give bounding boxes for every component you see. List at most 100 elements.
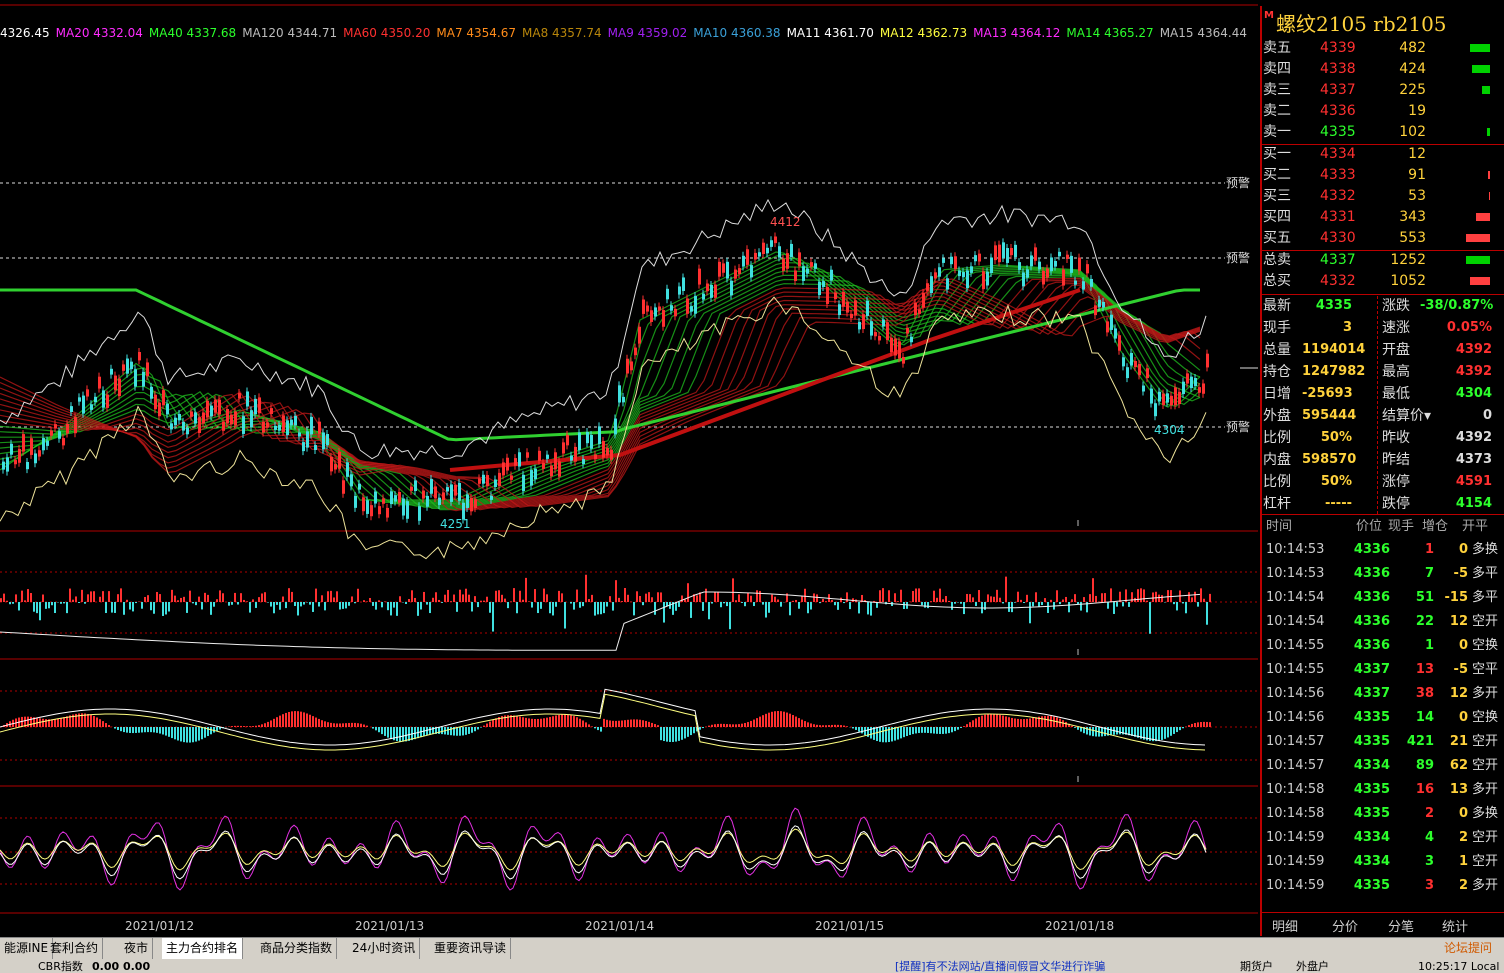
candle-body bbox=[706, 283, 709, 292]
bottom-tab-3[interactable]: 主力合约排名 bbox=[162, 938, 244, 959]
total-depth-bar bbox=[1470, 277, 1490, 285]
tick-row[interactable]: 10:14:54 4336 51 -15 多平 bbox=[1262, 586, 1504, 610]
volume-bar bbox=[414, 597, 416, 602]
candle-body bbox=[834, 292, 837, 300]
tick-row[interactable]: 10:14:57 4335 421 21 空开 bbox=[1262, 730, 1504, 754]
bid-row-3[interactable]: 买四 4331 343 bbox=[1262, 207, 1504, 228]
forum-link[interactable]: 论坛提问 bbox=[1443, 941, 1492, 955]
ma-ribbon-line bbox=[0, 273, 1201, 508]
bottom-tab-2[interactable]: 夜市 bbox=[120, 938, 154, 959]
futures-account-button[interactable]: 期货户 bbox=[1240, 960, 1273, 973]
volume-bar bbox=[618, 597, 620, 602]
volume-bar bbox=[1110, 588, 1112, 602]
macd-bar bbox=[1104, 727, 1106, 737]
macd-bar bbox=[1197, 722, 1199, 727]
ask-row-4[interactable]: 卖一 4335 102 bbox=[1262, 122, 1504, 143]
tick-row[interactable]: 10:14:55 4337 13 -5 空平 bbox=[1262, 658, 1504, 682]
tick-row[interactable]: 10:14:59 4334 3 1 空开 bbox=[1262, 850, 1504, 874]
candle-body bbox=[910, 336, 913, 343]
volume-bar bbox=[315, 588, 317, 602]
instrument-name[interactable]: 螺纹2105 rb2105 bbox=[1276, 12, 1447, 36]
ask-row-3[interactable]: 卖二 4336 19 bbox=[1262, 101, 1504, 122]
ma-ribbon-line bbox=[0, 270, 1201, 507]
volume-bar bbox=[159, 594, 161, 602]
tick-kind: 多开 bbox=[1472, 878, 1499, 893]
bid-row-4[interactable]: 买五 4330 553 bbox=[1262, 228, 1504, 249]
volume-bar bbox=[927, 602, 929, 609]
macd-bar bbox=[69, 715, 71, 727]
macd-bar bbox=[54, 719, 56, 727]
volume-bar bbox=[78, 602, 80, 603]
candle-body bbox=[722, 263, 725, 273]
tick-row[interactable]: 10:14:56 4337 38 12 多开 bbox=[1262, 682, 1504, 706]
macd-bar bbox=[48, 719, 50, 727]
tick-row[interactable]: 10:14:59 4334 4 2 空开 bbox=[1262, 826, 1504, 850]
tab-price[interactable]: 分价 bbox=[1332, 920, 1359, 935]
tick-row[interactable]: 10:14:58 4335 16 13 多开 bbox=[1262, 778, 1504, 802]
macd-bar bbox=[774, 711, 776, 727]
tick-kind: 空换 bbox=[1472, 638, 1499, 653]
tab-stats[interactable]: 统计 bbox=[1442, 920, 1469, 935]
candle-body bbox=[322, 432, 325, 450]
tick-row[interactable]: 10:14:57 4334 89 62 空开 bbox=[1262, 754, 1504, 778]
bottom-tab-0[interactable]: 能源INE bbox=[0, 938, 54, 959]
ma-label-2: MA40 4337.68 bbox=[148, 26, 237, 40]
bottom-tab-4[interactable]: 商品分类指数 bbox=[256, 938, 338, 959]
candle-body bbox=[90, 404, 93, 410]
kdj-k-line bbox=[0, 825, 1207, 880]
ask-row-2[interactable]: 卖三 4337 225 bbox=[1262, 80, 1504, 101]
macd-bar bbox=[690, 727, 692, 736]
volume-bar bbox=[18, 602, 20, 611]
volume-bar bbox=[1152, 592, 1154, 602]
volume-bar bbox=[894, 593, 896, 602]
candle-body bbox=[554, 452, 557, 470]
macd-bar bbox=[714, 724, 716, 727]
macd-bar bbox=[360, 723, 362, 727]
stat-label: 结算价▾ bbox=[1382, 408, 1432, 424]
tick-row[interactable]: 10:14:56 4335 14 0 空换 bbox=[1262, 706, 1504, 730]
candle-body bbox=[338, 451, 341, 469]
bid-row-2[interactable]: 买三 4332 53 bbox=[1262, 186, 1504, 207]
stat-label: 比例 bbox=[1263, 430, 1291, 446]
tab-detail[interactable]: 明细 bbox=[1272, 920, 1299, 935]
ask-row-1[interactable]: 卖四 4338 424 bbox=[1262, 59, 1504, 80]
tick-row[interactable]: 10:14:58 4335 2 0 多换 bbox=[1262, 802, 1504, 826]
notice-link[interactable]: [提醒]有不法网站/直播间假冒文华进行诈骗 bbox=[895, 960, 1106, 973]
total-row-1[interactable]: 总买 4332 1052 bbox=[1262, 271, 1504, 292]
bottom-tab-5[interactable]: 24小时资讯 bbox=[348, 938, 421, 959]
bottom-tab-6[interactable]: 重要资讯导读 bbox=[430, 938, 512, 959]
tab-trades[interactable]: 分笔 bbox=[1388, 920, 1415, 935]
ma-ribbon-line bbox=[0, 278, 1201, 508]
total-row-0[interactable]: 总卖 4337 1252 bbox=[1262, 250, 1504, 271]
candle-body bbox=[410, 486, 413, 491]
macd-bar bbox=[207, 727, 209, 737]
tick-qty: 22 bbox=[1415, 614, 1434, 629]
macd-bar bbox=[597, 727, 599, 731]
volume-bar bbox=[1089, 594, 1091, 602]
volume-bar bbox=[69, 588, 71, 602]
volume-bar bbox=[387, 602, 389, 611]
volume-bar bbox=[1059, 602, 1061, 605]
volume-bar bbox=[1170, 590, 1172, 602]
bottom-tab-1[interactable]: 套利合约 bbox=[46, 938, 104, 959]
ask-row-0[interactable]: 卖五 4339 482 bbox=[1262, 38, 1504, 59]
macd-bar bbox=[132, 727, 134, 734]
bid-row-0[interactable]: 买一 4334 12 bbox=[1262, 144, 1504, 165]
tick-qty: 7 bbox=[1424, 566, 1434, 581]
bid-row-1[interactable]: 买二 4333 91 bbox=[1262, 165, 1504, 186]
tick-row[interactable]: 10:14:54 4336 22 12 空开 bbox=[1262, 610, 1504, 634]
foreign-account-button[interactable]: 外盘户 bbox=[1296, 960, 1329, 973]
tick-price: 4335 bbox=[1353, 878, 1390, 893]
candle-body bbox=[982, 271, 985, 290]
tick-price: 4337 bbox=[1353, 662, 1390, 677]
tick-row[interactable]: 10:14:59 4335 3 2 多开 bbox=[1262, 874, 1504, 898]
tick-row[interactable]: 10:14:53 4336 7 -5 多平 bbox=[1262, 562, 1504, 586]
macd-bar bbox=[876, 727, 878, 742]
tick-row[interactable]: 10:14:53 4336 1 0 多换 bbox=[1262, 538, 1504, 562]
stat-value: 4392 bbox=[1455, 342, 1492, 357]
volume-bar bbox=[813, 593, 815, 602]
candle-body bbox=[334, 464, 337, 470]
candle-body bbox=[914, 302, 917, 316]
tick-row[interactable]: 10:14:55 4336 1 0 空换 bbox=[1262, 634, 1504, 658]
